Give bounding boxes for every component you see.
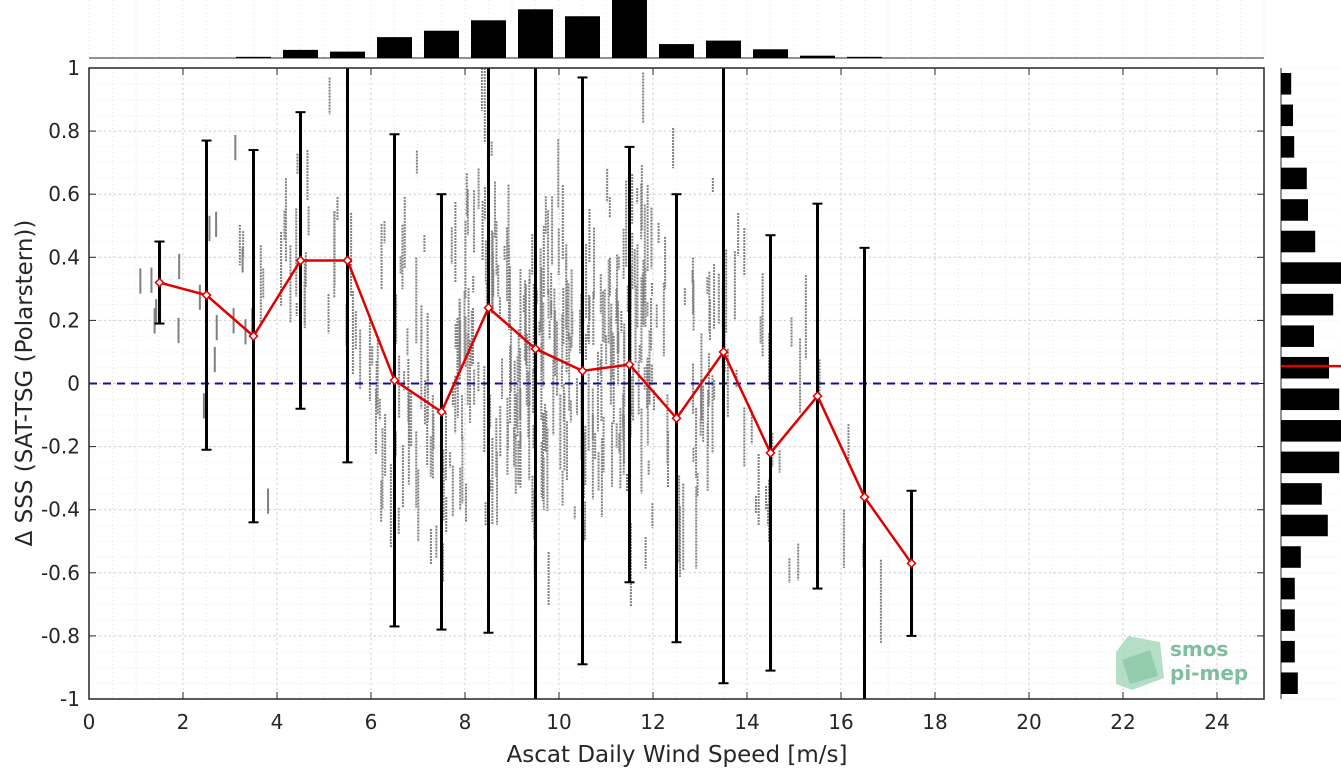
y-tick-label: 0.8 (48, 119, 80, 143)
mean-marker (248, 331, 259, 342)
x-tick-label: 6 (365, 710, 378, 734)
right-hist-bar (1281, 293, 1334, 316)
scatter-points (139, 68, 882, 663)
right-hist-bar (1281, 420, 1341, 442)
y-tick-label: 0.4 (48, 245, 80, 269)
x-tick-label: 20 (1016, 710, 1041, 734)
x-tick-label: 8 (459, 710, 472, 734)
right-hist-bar (1281, 262, 1341, 284)
top-hist-bar (377, 37, 412, 58)
mean-marker (295, 255, 306, 266)
logo-graphic-shade (1122, 650, 1158, 684)
x-tick-label: 22 (1110, 710, 1135, 734)
y-tick-label: -1 (60, 687, 80, 711)
top-hist-bar (847, 56, 882, 58)
right-hist-bar (1281, 199, 1308, 221)
smos-pimep-logo: smos pi-mep (1116, 636, 1248, 690)
x-tick-label: 0 (83, 710, 96, 734)
top-hist-bar (753, 49, 788, 58)
x-tick-label: 2 (177, 710, 190, 734)
mean-marker (201, 290, 212, 301)
top-hist-bar (330, 51, 365, 58)
right-hist-bar (1281, 356, 1329, 379)
mean-marker (812, 391, 823, 402)
right-hist-bar (1281, 73, 1292, 95)
right-hist-bar (1281, 640, 1295, 663)
y-tick-labels: -1 -0.8 -0.6 -0.4 -0.2 0 0.2 0.4 0.6 0.8 1 (41, 56, 80, 711)
mean-marker (765, 447, 776, 458)
top-hist-bar (800, 55, 835, 58)
top-hist-bar (424, 30, 459, 58)
logo-line2: pi-mep (1170, 661, 1248, 685)
right-histogram (1280, 68, 1341, 699)
mean-marker (154, 277, 165, 288)
mean-marker (859, 492, 870, 503)
top-hist-bar (236, 56, 271, 58)
mean-marker (718, 346, 729, 358)
x-tick-label: 14 (734, 710, 759, 734)
mean-marker (671, 413, 682, 424)
x-tick-label: 10 (546, 710, 571, 734)
right-hist-bar (1281, 136, 1295, 158)
right-hist-bar (1281, 514, 1328, 537)
y-tick-label: -0.4 (41, 498, 80, 522)
right-hist-bar (1281, 230, 1316, 253)
y-axis-label: Δ SSS (SAT-TSG (Polarstern)) (12, 220, 38, 547)
logo-line1: smos (1170, 637, 1228, 661)
mean-marker (436, 406, 447, 417)
axes-frame (88, 67, 1265, 700)
top-hist-bar (659, 44, 694, 58)
right-hist-bar (1281, 672, 1298, 694)
right-hist-bar (1281, 483, 1322, 505)
right-hist-bar (1281, 167, 1307, 190)
top-hist-bar (612, 0, 647, 58)
x-tick-label: 4 (271, 710, 284, 734)
top-hist-bar (706, 40, 741, 58)
right-hist-bar (1281, 325, 1314, 347)
y-tick-label: 0 (67, 372, 80, 396)
right-hist-bar (1281, 388, 1340, 411)
y-tick-label: 1 (67, 56, 80, 80)
top-hist-bar (565, 16, 600, 59)
x-tick-label: 18 (922, 710, 947, 734)
right-hist-bar (1281, 609, 1295, 631)
top-hist-bar (518, 9, 553, 59)
x-tick-labels: 0 2 4 6 8 10 12 14 16 18 20 22 24 (83, 710, 1230, 734)
x-tick-label: 12 (640, 710, 665, 734)
binned-mean-line (154, 255, 917, 569)
top-hist-bar (283, 49, 318, 58)
x-tick-label: 16 (828, 710, 853, 734)
mean-marker (342, 255, 353, 266)
mean-marker (577, 365, 588, 376)
y-tick-label: 0.2 (48, 308, 80, 332)
top-hist-bar (471, 20, 506, 58)
x-tick-label: 24 (1204, 710, 1229, 734)
right-hist-bar (1281, 451, 1340, 474)
y-tick-label: -0.2 (41, 435, 80, 459)
x-axis-label: Ascat Daily Wind Speed [m/s] (507, 742, 848, 768)
right-hist-bar (1281, 104, 1293, 127)
mean-marker (530, 343, 541, 354)
mean-marker (906, 558, 917, 569)
y-tick-label: -0.8 (41, 624, 80, 648)
mean-marker (483, 302, 494, 313)
y-tick-label: -0.6 (41, 561, 80, 585)
mean-marker (624, 359, 635, 370)
right-hist-bar (1281, 546, 1301, 568)
y-tick-label: 0.6 (48, 182, 80, 206)
top-histogram (89, 0, 1264, 59)
right-hist-bar (1281, 577, 1295, 600)
mean-marker (389, 375, 400, 386)
